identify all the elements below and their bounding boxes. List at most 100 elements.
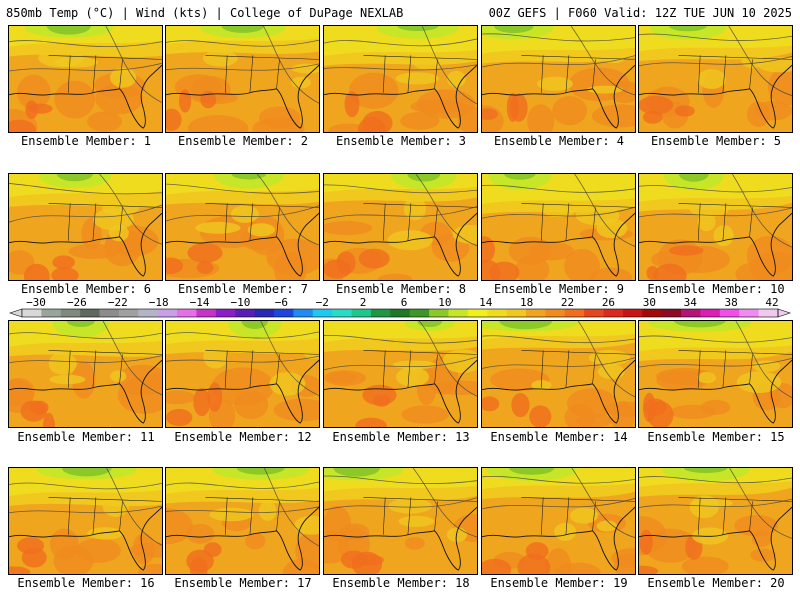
temperature-colorbar: −30 −26 −22 −18 −14 −10 −6 −2 2 6 10 14 18 22 26 30 34 38… [8, 297, 792, 321]
colorbar-segment [642, 309, 663, 317]
ensemble-member-label: Ensemble Member: 7 [177, 282, 309, 296]
ensemble-member-map [481, 173, 636, 281]
temperature-field-map [482, 468, 635, 574]
colorbar-right-arrow [777, 308, 791, 318]
colorbar-segment [312, 309, 333, 317]
temperature-field-map [166, 468, 319, 574]
colorbar-tick-label: 10 [438, 297, 451, 309]
colorbar-segment [215, 309, 236, 317]
colorbar-segment [661, 309, 682, 317]
colorbar-tick-label: 18 [520, 297, 533, 309]
ensemble-member-label: Ensemble Member: 13 [332, 430, 470, 444]
colorbar-segment [526, 309, 546, 317]
ensemble-member-label: Ensemble Member: 4 [493, 134, 625, 148]
colorbar-tick-label: −30 [26, 297, 46, 309]
ensemble-member-map [323, 173, 478, 281]
ensemble-member-map [638, 173, 793, 281]
ensemble-member-label: Ensemble Member: 17 [174, 576, 312, 590]
colorbar-segment [118, 309, 139, 317]
colorbar-tick-label: −6 [275, 297, 288, 309]
colorbar-segment [370, 309, 391, 317]
ensemble-member-map [481, 467, 636, 575]
colorbar-segment [390, 309, 411, 317]
ensemble-member-map [481, 25, 636, 133]
colorbar-tick-label: 42 [765, 297, 778, 309]
colorbar-tick-label: 26 [602, 297, 615, 309]
ensemble-member-label: Ensemble Member: 16 [17, 576, 155, 590]
colorbar-tick-label: −14 [190, 297, 210, 309]
ensemble-member-label: Ensemble Member: 19 [490, 576, 628, 590]
ensemble-member-label: Ensemble Member: 12 [174, 430, 312, 444]
colorbar-segment [681, 309, 701, 317]
colorbar-tick-label: 34 [684, 297, 698, 309]
colorbar-segment [293, 309, 314, 317]
colorbar-segment [41, 309, 62, 317]
ensemble-member-map [8, 467, 163, 575]
colorbar-segment [448, 309, 469, 317]
temperature-field-map [9, 26, 162, 132]
temperature-field-map [639, 321, 792, 427]
colorbar-segment [274, 309, 294, 317]
colorbar-segment [409, 309, 430, 317]
temperature-field-map [324, 26, 477, 132]
temperature-field-map [639, 174, 792, 280]
temperature-field-map [324, 321, 477, 427]
temperature-field-map [482, 174, 635, 280]
model-run-info: 00Z GEFS | F060 Valid: 12Z TUE JUN 10 20… [488, 6, 792, 20]
colorbar-segment [758, 309, 779, 317]
colorbar-tick-label: 14 [479, 297, 493, 309]
colorbar-tick-label: −22 [108, 297, 128, 309]
colorbar-graphic: −30 −26 −22 −18 −14 −10 −6 −2 2 6 10 14 18 22 26 30 34 38… [9, 297, 791, 318]
temperature-field-map [482, 321, 635, 427]
colorbar-tick-label: 30 [643, 297, 656, 309]
colorbar-tick-label: 22 [561, 297, 574, 309]
ensemble-member-label: Ensemble Member: 8 [335, 282, 467, 296]
colorbar-segment [487, 309, 508, 317]
ensemble-member-label: Ensemble Member: 3 [335, 134, 467, 148]
ensemble-member-map [8, 320, 163, 428]
colorbar-segment [700, 309, 721, 317]
ensemble-member-map [323, 320, 478, 428]
colorbar-segment [467, 309, 488, 317]
colorbar-segment [177, 309, 197, 317]
colorbar-tick-label: −10 [231, 297, 251, 309]
ensemble-member-label: Ensemble Member: 1 [20, 134, 152, 148]
colorbar-segment [603, 309, 624, 317]
temperature-field-map [324, 468, 477, 574]
ensemble-member-map [638, 25, 793, 133]
colorbar-segment [196, 309, 217, 317]
colorbar-left-arrow [9, 308, 23, 318]
colorbar-tick-label: −2 [316, 297, 329, 309]
ensemble-member-label: Ensemble Member: 9 [493, 282, 625, 296]
colorbar-segment [739, 309, 760, 317]
temperature-field-map [482, 26, 635, 132]
ensemble-member-map [638, 320, 793, 428]
colorbar-segment [351, 309, 372, 317]
ensemble-member-map [8, 25, 163, 133]
ensemble-member-map [165, 25, 320, 133]
ensemble-member-label: Ensemble Member: 11 [17, 430, 155, 444]
colorbar-segment [99, 309, 120, 317]
colorbar-segment [622, 309, 643, 317]
ensemble-member-map [8, 173, 163, 281]
temperature-field-map [639, 468, 792, 574]
temperature-field-map [9, 468, 162, 574]
ensemble-member-map [323, 467, 478, 575]
map-title: 850mb Temp (°C) | Wind (kts) | College o… [6, 6, 404, 20]
colorbar-segment [506, 309, 527, 317]
ensemble-member-map [638, 467, 793, 575]
temperature-field-map [166, 174, 319, 280]
colorbar-segment [719, 309, 740, 317]
colorbar-segment [584, 309, 605, 317]
ensemble-member-map [481, 320, 636, 428]
colorbar-segment [332, 309, 353, 317]
temperature-field-map [639, 26, 792, 132]
ensemble-member-map [165, 320, 320, 428]
colorbar-tick-label: 38 [724, 297, 737, 309]
ensemble-member-label: Ensemble Member: 5 [650, 134, 782, 148]
colorbar-tick-label: 2 [360, 297, 367, 309]
colorbar-segment [564, 309, 585, 317]
colorbar-tick-label: −18 [149, 297, 169, 309]
temperature-field-map [9, 321, 162, 427]
colorbar-segment [80, 309, 101, 317]
